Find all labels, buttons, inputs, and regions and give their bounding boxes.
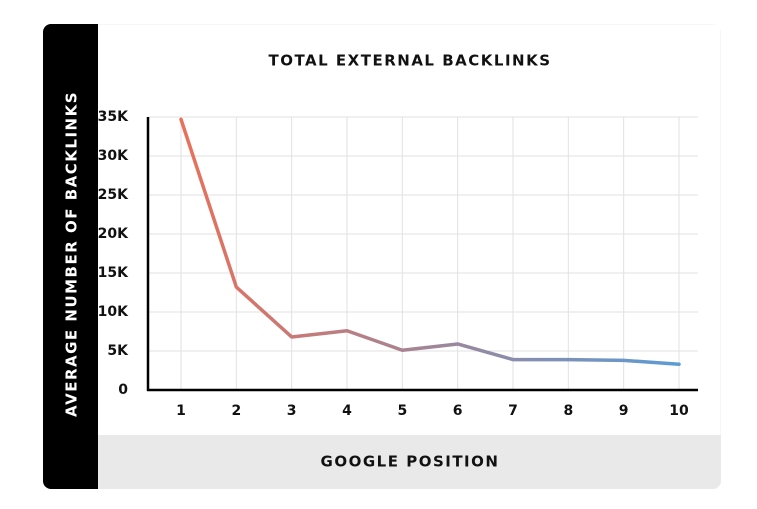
y-label-band bbox=[43, 24, 98, 489]
plot: 0 5K 10K 15K 20K 25K 30K 35K 1 2 3 4 5 6 7 8 9 10 bbox=[98, 109, 698, 419]
y-tick-label: 15K bbox=[98, 265, 129, 281]
x-tick-label: 8 bbox=[563, 403, 573, 419]
x-tick-label: 1 bbox=[176, 403, 186, 419]
x-axis-label: GOOGLE POSITION bbox=[321, 453, 500, 471]
y-axis-label: AVERAGE NUMBER OF BACKLINKS bbox=[63, 91, 81, 417]
y-tick-label: 10K bbox=[98, 304, 129, 320]
y-tick-label: 5K bbox=[107, 343, 129, 359]
card bbox=[43, 24, 721, 489]
x-label-band bbox=[98, 435, 721, 489]
y-tick-label: 0 bbox=[118, 382, 128, 398]
y-tick-label: 25K bbox=[98, 187, 129, 203]
x-tick-label: 6 bbox=[453, 403, 463, 419]
y-tick-label: 35K bbox=[98, 109, 129, 125]
x-tick-label: 9 bbox=[619, 403, 629, 419]
data-line bbox=[179, 117, 681, 367]
x-tick-label: 10 bbox=[669, 403, 689, 419]
x-tick-label: 7 bbox=[508, 403, 518, 419]
x-tick-label: 4 bbox=[342, 403, 352, 419]
chart-title: TOTAL EXTERNAL BACKLINKS bbox=[268, 52, 551, 70]
x-tick-label: 3 bbox=[287, 403, 297, 419]
x-tick-label: 5 bbox=[397, 403, 407, 419]
y-tick-label: 30K bbox=[98, 148, 129, 164]
y-tick-label: 20K bbox=[98, 226, 129, 242]
x-tick-label: 2 bbox=[231, 403, 241, 419]
